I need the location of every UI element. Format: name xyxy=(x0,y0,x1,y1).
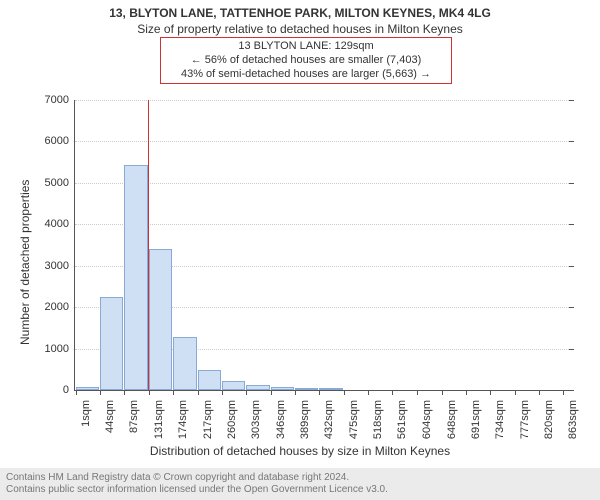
x-tick-mark xyxy=(466,390,467,395)
histogram-bar xyxy=(100,297,123,390)
grid-line xyxy=(75,100,573,101)
x-tick-mark xyxy=(442,390,443,395)
x-tick-label: 432sqm xyxy=(323,396,335,439)
grid-line xyxy=(75,141,573,142)
y-tick-mark xyxy=(569,100,574,101)
x-tick-label: 1sqm xyxy=(80,396,92,427)
x-tick-mark xyxy=(490,390,491,395)
y-tick-mark xyxy=(569,141,574,142)
x-tick-label: 260sqm xyxy=(226,396,238,439)
x-tick-mark xyxy=(173,390,174,395)
y-tick-label: 1000 xyxy=(45,343,75,355)
histogram-bar xyxy=(222,381,245,390)
x-tick-label: 346sqm xyxy=(275,396,287,439)
y-tick-mark xyxy=(569,390,574,391)
y-tick-label: 6000 xyxy=(45,135,75,147)
x-tick-label: 174sqm xyxy=(177,396,189,439)
histogram-bar xyxy=(271,387,294,390)
y-axis-label: Number of detached properties xyxy=(18,180,32,345)
x-tick-mark xyxy=(368,390,369,395)
x-tick-label: 734sqm xyxy=(494,396,506,439)
histogram-bar xyxy=(246,385,269,390)
y-tick-mark xyxy=(569,224,574,225)
x-tick-mark xyxy=(344,390,345,395)
x-tick-label: 131sqm xyxy=(153,396,165,439)
y-tick-label: 2000 xyxy=(45,301,75,313)
x-tick-mark xyxy=(563,390,564,395)
x-tick-label: 863sqm xyxy=(567,396,579,439)
x-tick-label: 389sqm xyxy=(299,396,311,439)
histogram-bar xyxy=(295,388,318,390)
chart-subtitle: Size of property relative to detached ho… xyxy=(0,22,600,36)
x-tick-mark xyxy=(124,390,125,395)
x-tick-label: 604sqm xyxy=(421,396,433,439)
y-tick-label: 0 xyxy=(63,384,75,396)
annotation-line-2: ← 56% of detached houses are smaller (7,… xyxy=(165,54,447,68)
x-tick-mark xyxy=(222,390,223,395)
footer-line-2: Contains public sector information licen… xyxy=(6,484,594,496)
y-tick-mark xyxy=(569,266,574,267)
footer: Contains HM Land Registry data © Crown c… xyxy=(0,468,600,500)
x-tick-label: 303sqm xyxy=(250,396,262,439)
x-tick-mark xyxy=(515,390,516,395)
histogram-bar xyxy=(76,387,99,390)
x-tick-label: 561sqm xyxy=(396,396,408,439)
x-tick-mark xyxy=(198,390,199,395)
annotation-box: 13 BLYTON LANE: 129sqm ← 56% of detached… xyxy=(160,37,452,84)
x-tick-label: 648sqm xyxy=(446,396,458,439)
x-tick-label: 820sqm xyxy=(543,396,555,439)
y-tick-mark xyxy=(569,349,574,350)
y-tick-label: 5000 xyxy=(45,177,75,189)
x-tick-mark xyxy=(76,390,77,395)
x-tick-mark xyxy=(100,390,101,395)
x-tick-mark xyxy=(392,390,393,395)
x-tick-mark xyxy=(295,390,296,395)
footer-line-1: Contains HM Land Registry data © Crown c… xyxy=(6,472,594,484)
x-tick-mark xyxy=(319,390,320,395)
x-tick-mark xyxy=(271,390,272,395)
x-tick-label: 217sqm xyxy=(202,396,214,439)
x-tick-label: 87sqm xyxy=(128,396,140,433)
annotation-line-1: 13 BLYTON LANE: 129sqm xyxy=(165,40,447,54)
histogram-bar xyxy=(124,165,147,390)
y-tick-label: 4000 xyxy=(45,218,75,230)
x-tick-mark xyxy=(246,390,247,395)
histogram-bar xyxy=(149,249,172,390)
histogram-bar xyxy=(173,337,196,390)
x-axis-label: Distribution of detached houses by size … xyxy=(0,444,600,458)
x-tick-label: 691sqm xyxy=(470,396,482,439)
x-tick-label: 475sqm xyxy=(348,396,360,439)
x-tick-mark xyxy=(149,390,150,395)
reference-line xyxy=(148,100,149,390)
x-tick-mark xyxy=(417,390,418,395)
x-tick-label: 777sqm xyxy=(519,396,531,439)
chart-title: 13, BLYTON LANE, TATTENHOE PARK, MILTON … xyxy=(0,6,600,20)
plot-area: 010002000300040005000600070001sqm44sqm87… xyxy=(74,100,573,391)
y-tick-label: 7000 xyxy=(45,94,75,106)
x-tick-label: 44sqm xyxy=(104,396,116,433)
y-tick-label: 3000 xyxy=(45,260,75,272)
grid-line xyxy=(75,183,573,184)
histogram-bar xyxy=(319,388,342,390)
x-tick-mark xyxy=(539,390,540,395)
y-tick-mark xyxy=(569,183,574,184)
annotation-line-3: 43% of semi-detached houses are larger (… xyxy=(165,68,447,82)
chart-container: 13, BLYTON LANE, TATTENHOE PARK, MILTON … xyxy=(0,0,600,500)
histogram-bar xyxy=(198,370,221,390)
x-tick-label: 518sqm xyxy=(372,396,384,439)
y-tick-mark xyxy=(569,307,574,308)
grid-line xyxy=(75,224,573,225)
